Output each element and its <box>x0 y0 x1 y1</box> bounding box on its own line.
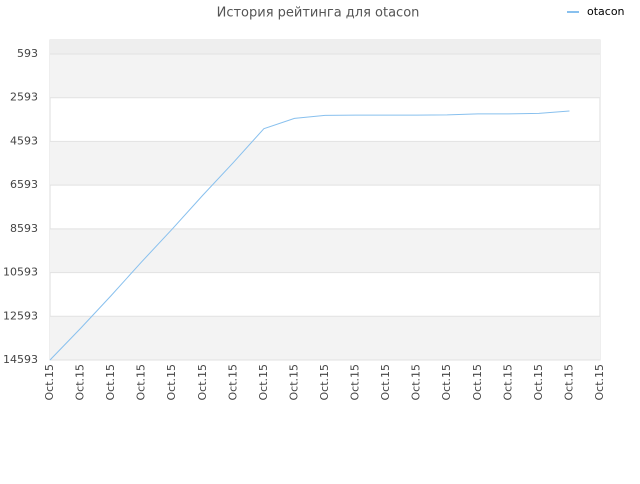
y-tick-label: 4593 <box>10 134 38 147</box>
x-tick-label: Oct.15 <box>593 364 606 401</box>
x-tick-label: Oct.15 <box>318 364 331 401</box>
x-tick-label: Oct.15 <box>501 364 514 401</box>
y-tick-label: 12593 <box>3 309 38 322</box>
x-tick-label: Oct.15 <box>440 364 453 401</box>
x-tick-label: Oct.15 <box>74 364 87 401</box>
y-tick-label: 14593 <box>3 353 38 366</box>
series-line <box>49 110 570 361</box>
x-tick-label: Oct.15 <box>379 364 392 401</box>
x-tick-label: Oct.15 <box>135 364 148 401</box>
y-tick-label: 6593 <box>10 178 38 191</box>
x-tick-label: Oct.15 <box>471 364 484 401</box>
band <box>50 316 600 360</box>
x-tick-label: Oct.15 <box>165 364 178 401</box>
x-tick-label: Oct.15 <box>43 364 56 401</box>
y-tick-label: 10593 <box>3 266 38 279</box>
band <box>50 53 600 98</box>
chart-title: История рейтинга для otacon <box>217 6 420 21</box>
band <box>50 40 600 54</box>
x-tick-label: Oct.15 <box>104 364 117 401</box>
band <box>50 228 600 273</box>
y-tick-label: 8593 <box>10 222 38 235</box>
x-tick-label: Oct.15 <box>287 364 300 401</box>
x-tick-label: Oct.15 <box>226 364 239 401</box>
y-tick-label: 2593 <box>10 91 38 104</box>
x-tick-label: Oct.15 <box>257 364 270 401</box>
x-tick-label: Oct.15 <box>532 364 545 401</box>
x-tick-label: Oct.15 <box>562 364 575 401</box>
band <box>50 141 600 186</box>
y-tick-label: 593 <box>17 47 38 60</box>
legend-label: otacon <box>587 5 625 18</box>
x-tick-label: Oct.15 <box>349 364 362 401</box>
x-tick-label: Oct.15 <box>410 364 423 401</box>
x-tick-label: Oct.15 <box>196 364 209 401</box>
